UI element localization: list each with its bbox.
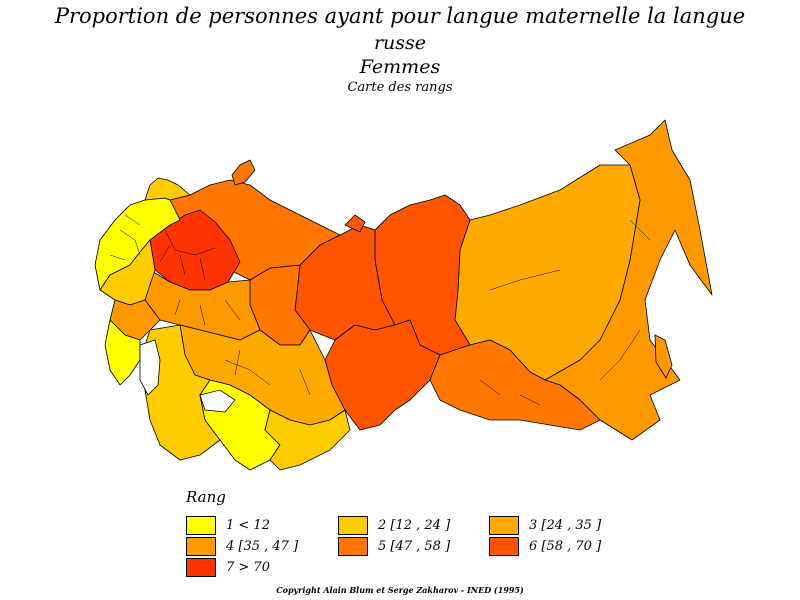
legend-swatch [489, 536, 519, 556]
arctic-island-east [344, 214, 366, 233]
copyright-notice: Copyright Alain Blum et Serge Zakharov -… [276, 585, 524, 595]
map-title-continued: russe [373, 32, 427, 54]
legend-item-rank-7: 7 > 70 [186, 557, 270, 577]
region-kyrgyzstan [264, 409, 351, 471]
legend-item-rank-2: 2 [12 , 24 ] [338, 515, 450, 535]
legend-label: 6 [58 , 70 ] [529, 538, 602, 554]
legend-swatch [186, 515, 216, 535]
legend-label: 4 [35 , 47 ] [226, 538, 299, 554]
legend-label: 3 [24 , 35 ] [529, 517, 602, 533]
choropleth-map [94, 119, 713, 471]
sakhalin [654, 334, 673, 379]
legend-label: 2 [12 , 24 ] [378, 517, 451, 533]
map-title: Proportion de personnes ayant pour langu… [54, 4, 746, 28]
map-subtitle: Femmes [359, 56, 441, 78]
region-caucasus [104, 319, 141, 386]
novaya-zemlya [231, 159, 256, 186]
lake-balkhash [199, 389, 236, 413]
legend-title: Rang [186, 488, 226, 506]
legend-swatch [338, 536, 368, 556]
legend-swatch [489, 515, 519, 535]
map-caption: Carte des rangs [347, 80, 453, 95]
region-west-siberia-north [294, 224, 396, 341]
legend-label: 5 [47 , 58 ] [378, 538, 451, 554]
legend-swatch [186, 557, 216, 577]
caspian-sea [139, 339, 161, 396]
legend-item-rank-3: 3 [24 , 35 ] [489, 515, 601, 535]
legend-label: 7 > 70 [226, 559, 270, 575]
legend-label: 1 < 12 [226, 517, 270, 533]
region-karelia [144, 177, 191, 201]
legend-swatch [186, 536, 216, 556]
region-irkutsk [429, 339, 601, 431]
legend-item-rank-6: 6 [58 , 70 ] [489, 536, 601, 556]
legend-swatch [338, 515, 368, 535]
legend-item-rank-1: 1 < 12 [186, 515, 270, 535]
legend-item-rank-5: 5 [47 , 58 ] [338, 536, 450, 556]
legend-item-rank-4: 4 [35 , 47 ] [186, 536, 298, 556]
